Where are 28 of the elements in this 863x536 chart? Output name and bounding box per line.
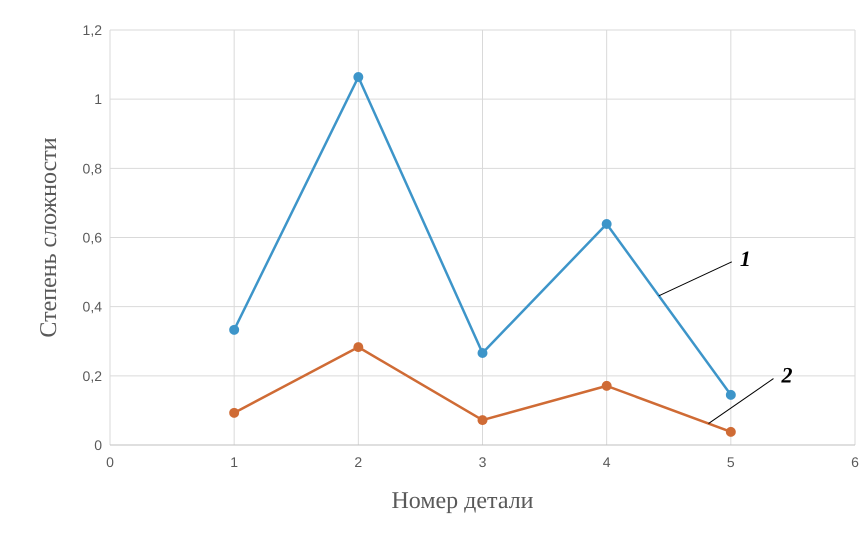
y-tick-label: 0,2: [82, 368, 102, 384]
point: [726, 426, 736, 437]
x-tick-label: 5: [726, 454, 735, 470]
point: [353, 72, 364, 82]
point: [229, 324, 240, 335]
x-tick-label: 1: [230, 454, 238, 470]
point: [726, 390, 736, 400]
text: 1: [740, 246, 751, 271]
point: [353, 342, 364, 352]
y-axis-title: Степень сложности: [36, 137, 62, 338]
x-tick-label: 2: [354, 454, 362, 470]
x-tick-label: 4: [602, 454, 611, 470]
text: 2: [780, 362, 792, 388]
x-axis-title: Номер детали: [391, 488, 534, 514]
point: [478, 348, 488, 358]
y-tick-label: 0,8: [82, 160, 102, 176]
point: [602, 380, 612, 391]
x-tick-label: 3: [478, 454, 487, 470]
y-tick-label: 1: [94, 91, 102, 108]
x-tick-label: 6: [851, 454, 860, 470]
point: [478, 415, 488, 426]
x-tick-label: 0: [106, 454, 114, 470]
y-tick-label: 0,4: [82, 298, 102, 315]
y-tick-label: 0: [94, 437, 102, 453]
point: [229, 408, 240, 418]
point: [602, 219, 612, 230]
y-tick-label: 1,2: [82, 22, 102, 38]
y-tick-label: 0,6: [82, 230, 102, 246]
